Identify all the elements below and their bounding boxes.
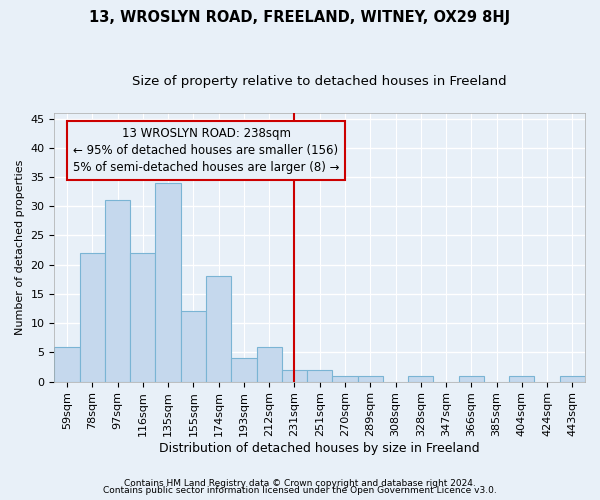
Title: Size of property relative to detached houses in Freeland: Size of property relative to detached ho… (133, 75, 507, 88)
Y-axis label: Number of detached properties: Number of detached properties (15, 160, 25, 335)
Bar (257, 346, 282, 382)
Bar (155, 183, 181, 382)
Bar (408, 376, 433, 382)
Bar (55, 346, 80, 382)
Bar (80, 253, 105, 382)
Bar (307, 370, 332, 382)
Bar (181, 312, 206, 382)
Text: 13 WROSLYN ROAD: 238sqm
← 95% of detached houses are smaller (156)
5% of semi-de: 13 WROSLYN ROAD: 238sqm ← 95% of detache… (73, 128, 339, 174)
Bar (231, 358, 257, 382)
Bar (358, 376, 383, 382)
Bar (332, 376, 358, 382)
Bar (130, 253, 155, 382)
X-axis label: Distribution of detached houses by size in Freeland: Distribution of detached houses by size … (160, 442, 480, 455)
Text: Contains HM Land Registry data © Crown copyright and database right 2024.: Contains HM Land Registry data © Crown c… (124, 478, 476, 488)
Bar (509, 376, 535, 382)
Text: Contains public sector information licensed under the Open Government Licence v3: Contains public sector information licen… (103, 486, 497, 495)
Bar (282, 370, 307, 382)
Bar (560, 376, 585, 382)
Bar (206, 276, 231, 382)
Bar (105, 200, 130, 382)
Text: 13, WROSLYN ROAD, FREELAND, WITNEY, OX29 8HJ: 13, WROSLYN ROAD, FREELAND, WITNEY, OX29… (89, 10, 511, 25)
Bar (458, 376, 484, 382)
